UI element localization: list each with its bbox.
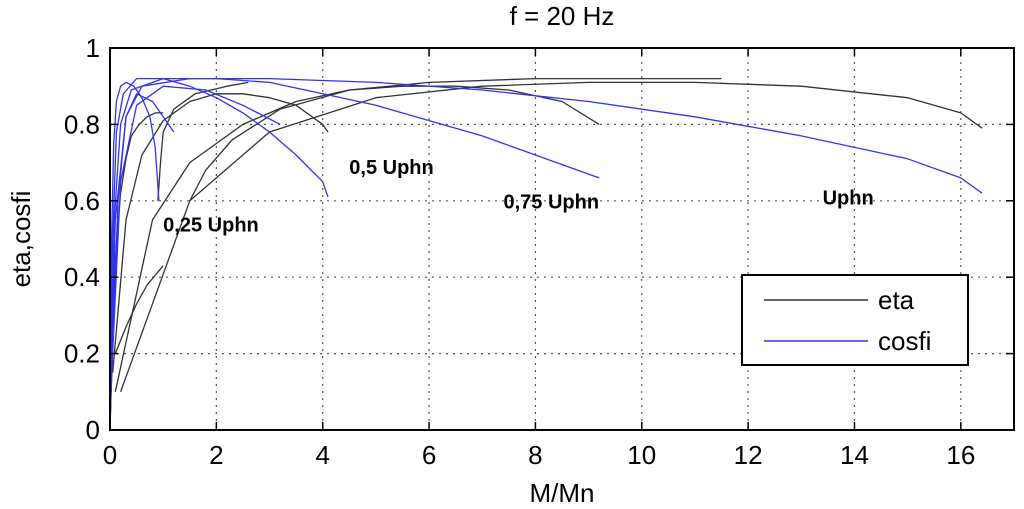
series-eta-curve	[114, 265, 164, 354]
series-cosfi-curve	[109, 77, 329, 431]
x-tick-label: 0	[103, 440, 117, 470]
series-cosfi-curve	[109, 81, 160, 431]
x-tick-label: 4	[315, 440, 329, 470]
y-tick-label: 0.6	[64, 186, 100, 216]
legend-box	[741, 274, 969, 366]
chart-title: f = 20 Hz	[510, 1, 615, 31]
plot-frame	[109, 47, 1015, 431]
curve-annotation: 0,25 Uphn	[163, 214, 259, 236]
curve-annotation: 0,5 Uphn	[349, 157, 433, 179]
y-tick-label: 0.4	[64, 262, 100, 292]
legend: eta cosfi	[741, 274, 969, 366]
grid-layer	[110, 48, 1014, 430]
tick-layer: 0 2 4 6 8 10 12 14 16 0 0.2 0.4 0.6 0.8 1	[64, 33, 1014, 470]
x-tick-label: 2	[209, 440, 223, 470]
x-axis-label: M/Mn	[530, 478, 595, 508]
x-tick-label: 12	[734, 440, 763, 470]
legend-label-eta: eta	[878, 285, 915, 315]
x-tick-label: 16	[946, 440, 975, 470]
y-tick-label: 0.8	[64, 109, 100, 139]
legend-label-cosfi: cosfi	[878, 326, 931, 356]
y-tick-label: 1	[86, 33, 100, 63]
y-tick-label: 0.2	[64, 339, 100, 369]
series-cosfi-curve	[109, 77, 600, 431]
x-tick-label: 8	[528, 440, 542, 470]
y-tick-label: 0	[86, 415, 100, 445]
annotation-layer: 0,25 Uphn 0,5 Uphn 0,75 Uphn Uphn	[163, 157, 873, 236]
x-tick-label: 6	[422, 440, 436, 470]
x-tick-label: 14	[840, 440, 869, 470]
x-tick-label: 10	[627, 440, 656, 470]
curve-annotation: Uphn	[823, 188, 874, 210]
curve-annotation: 0,75 Uphn	[504, 191, 600, 213]
series-eta-curve	[189, 77, 722, 202]
series-eta-curve	[119, 81, 983, 393]
series-eta-curve	[157, 81, 249, 201]
y-axis-label: eta,cosfi	[6, 191, 36, 288]
series-cosfi-curve	[109, 85, 281, 411]
